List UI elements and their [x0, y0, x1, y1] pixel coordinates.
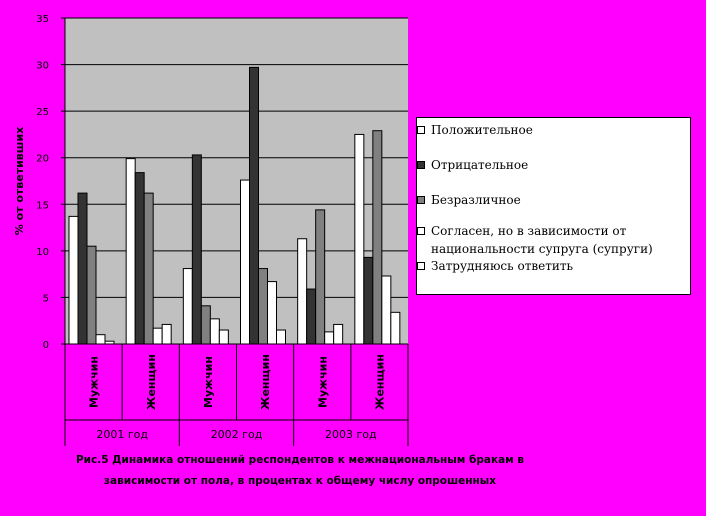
group-label: 2001 год: [96, 428, 148, 441]
caption-line-2: зависимости от пола, в процентах к общем…: [103, 475, 497, 487]
bar-conditional: [209, 318, 220, 345]
bar-indifferent: [200, 305, 211, 345]
bar-conditional: [267, 281, 277, 345]
plot-area: [65, 18, 408, 344]
category-label: Мужчин: [316, 356, 329, 408]
legend-swatch: [417, 161, 425, 169]
gridlines: [65, 17, 408, 298]
legend-item-undecided: Затрудняюсь ответить: [417, 257, 689, 275]
axes: [61, 17, 409, 446]
y-tick-labels: 0 5 10 15 20 25 30 35: [36, 14, 49, 351]
y-tick-label: 0: [43, 340, 49, 351]
figure-caption: Рис.5 Динамика отношений респондентов к …: [40, 450, 560, 492]
category-label: Женщин: [259, 354, 272, 410]
y-tick-label: 30: [36, 61, 49, 72]
legend-label: Отрицательное: [431, 158, 529, 172]
bar-undecided: [390, 311, 401, 345]
y-tick-label: 20: [36, 154, 49, 165]
y-tick-label: 5: [43, 293, 49, 304]
bar-conditional: [152, 327, 163, 345]
bar-undecided: [218, 329, 229, 345]
bar-positive: [354, 133, 365, 345]
legend-label: Затрудняюсь ответить: [431, 259, 574, 273]
y-tick-label: 25: [36, 107, 49, 118]
y-axis-label: % от ответивших: [13, 127, 26, 236]
legend-item-positive: Положительное: [417, 121, 689, 139]
y-tick-label: 10: [36, 247, 49, 258]
legend-item-conditional: Согласен, но в зависимости от национальн…: [417, 222, 689, 258]
bar-positive: [240, 179, 250, 345]
legend-item-indifferent: Безразличное: [417, 191, 689, 209]
bar-indifferent: [86, 245, 97, 345]
bar-negative: [77, 192, 88, 345]
bar-positive: [68, 215, 79, 345]
bar-indifferent: [143, 192, 154, 345]
category-label: Мужчин: [88, 356, 101, 408]
group-label: 2002 год: [211, 428, 263, 441]
legend-swatch: [417, 126, 425, 134]
category-label: Женщин: [145, 354, 158, 410]
bar-negative: [134, 172, 145, 345]
bar-positive: [125, 158, 136, 345]
bar-positive: [182, 268, 193, 345]
y-tick-label: 35: [36, 14, 49, 25]
bar-conditional: [95, 334, 106, 345]
legend: Положительное Отрицательное Безразличное…: [416, 117, 691, 295]
bar-undecided: [276, 329, 286, 345]
group-label: 2003 год: [325, 428, 377, 441]
bar-negative: [249, 66, 259, 345]
legend-swatch: [417, 196, 425, 204]
bar-indifferent: [315, 209, 326, 345]
bar-conditional: [324, 331, 335, 345]
bar-undecided: [333, 323, 344, 345]
legend-swatch: [417, 227, 425, 235]
category-label: Женщин: [373, 354, 386, 410]
bars: [68, 66, 401, 345]
bar-indifferent: [258, 268, 268, 345]
bar-conditional: [381, 275, 392, 345]
group-labels: 2001 год 2002 год 2003 год: [96, 428, 377, 441]
bar-negative: [191, 154, 202, 345]
bar-positive: [297, 238, 308, 345]
legend-swatch: [417, 262, 425, 270]
category-label: Мужчин: [202, 356, 215, 408]
caption-line-1: Рис.5 Динамика отношений респондентов к …: [75, 454, 525, 466]
legend-label: Безразличное: [431, 193, 521, 207]
legend-label: Положительное: [431, 123, 533, 137]
legend-label: Согласен, но в зависимости от национальн…: [431, 224, 653, 256]
legend-item-negative: Отрицательное: [417, 156, 689, 174]
bar-negative: [306, 288, 317, 345]
bar-undecided: [161, 323, 172, 345]
category-labels: Мужчин Женщин Мужчин Женщин Мужчин Женщин: [88, 354, 387, 410]
bar-negative: [363, 256, 374, 345]
y-tick-label: 15: [36, 200, 49, 211]
bar-indifferent: [372, 130, 383, 345]
